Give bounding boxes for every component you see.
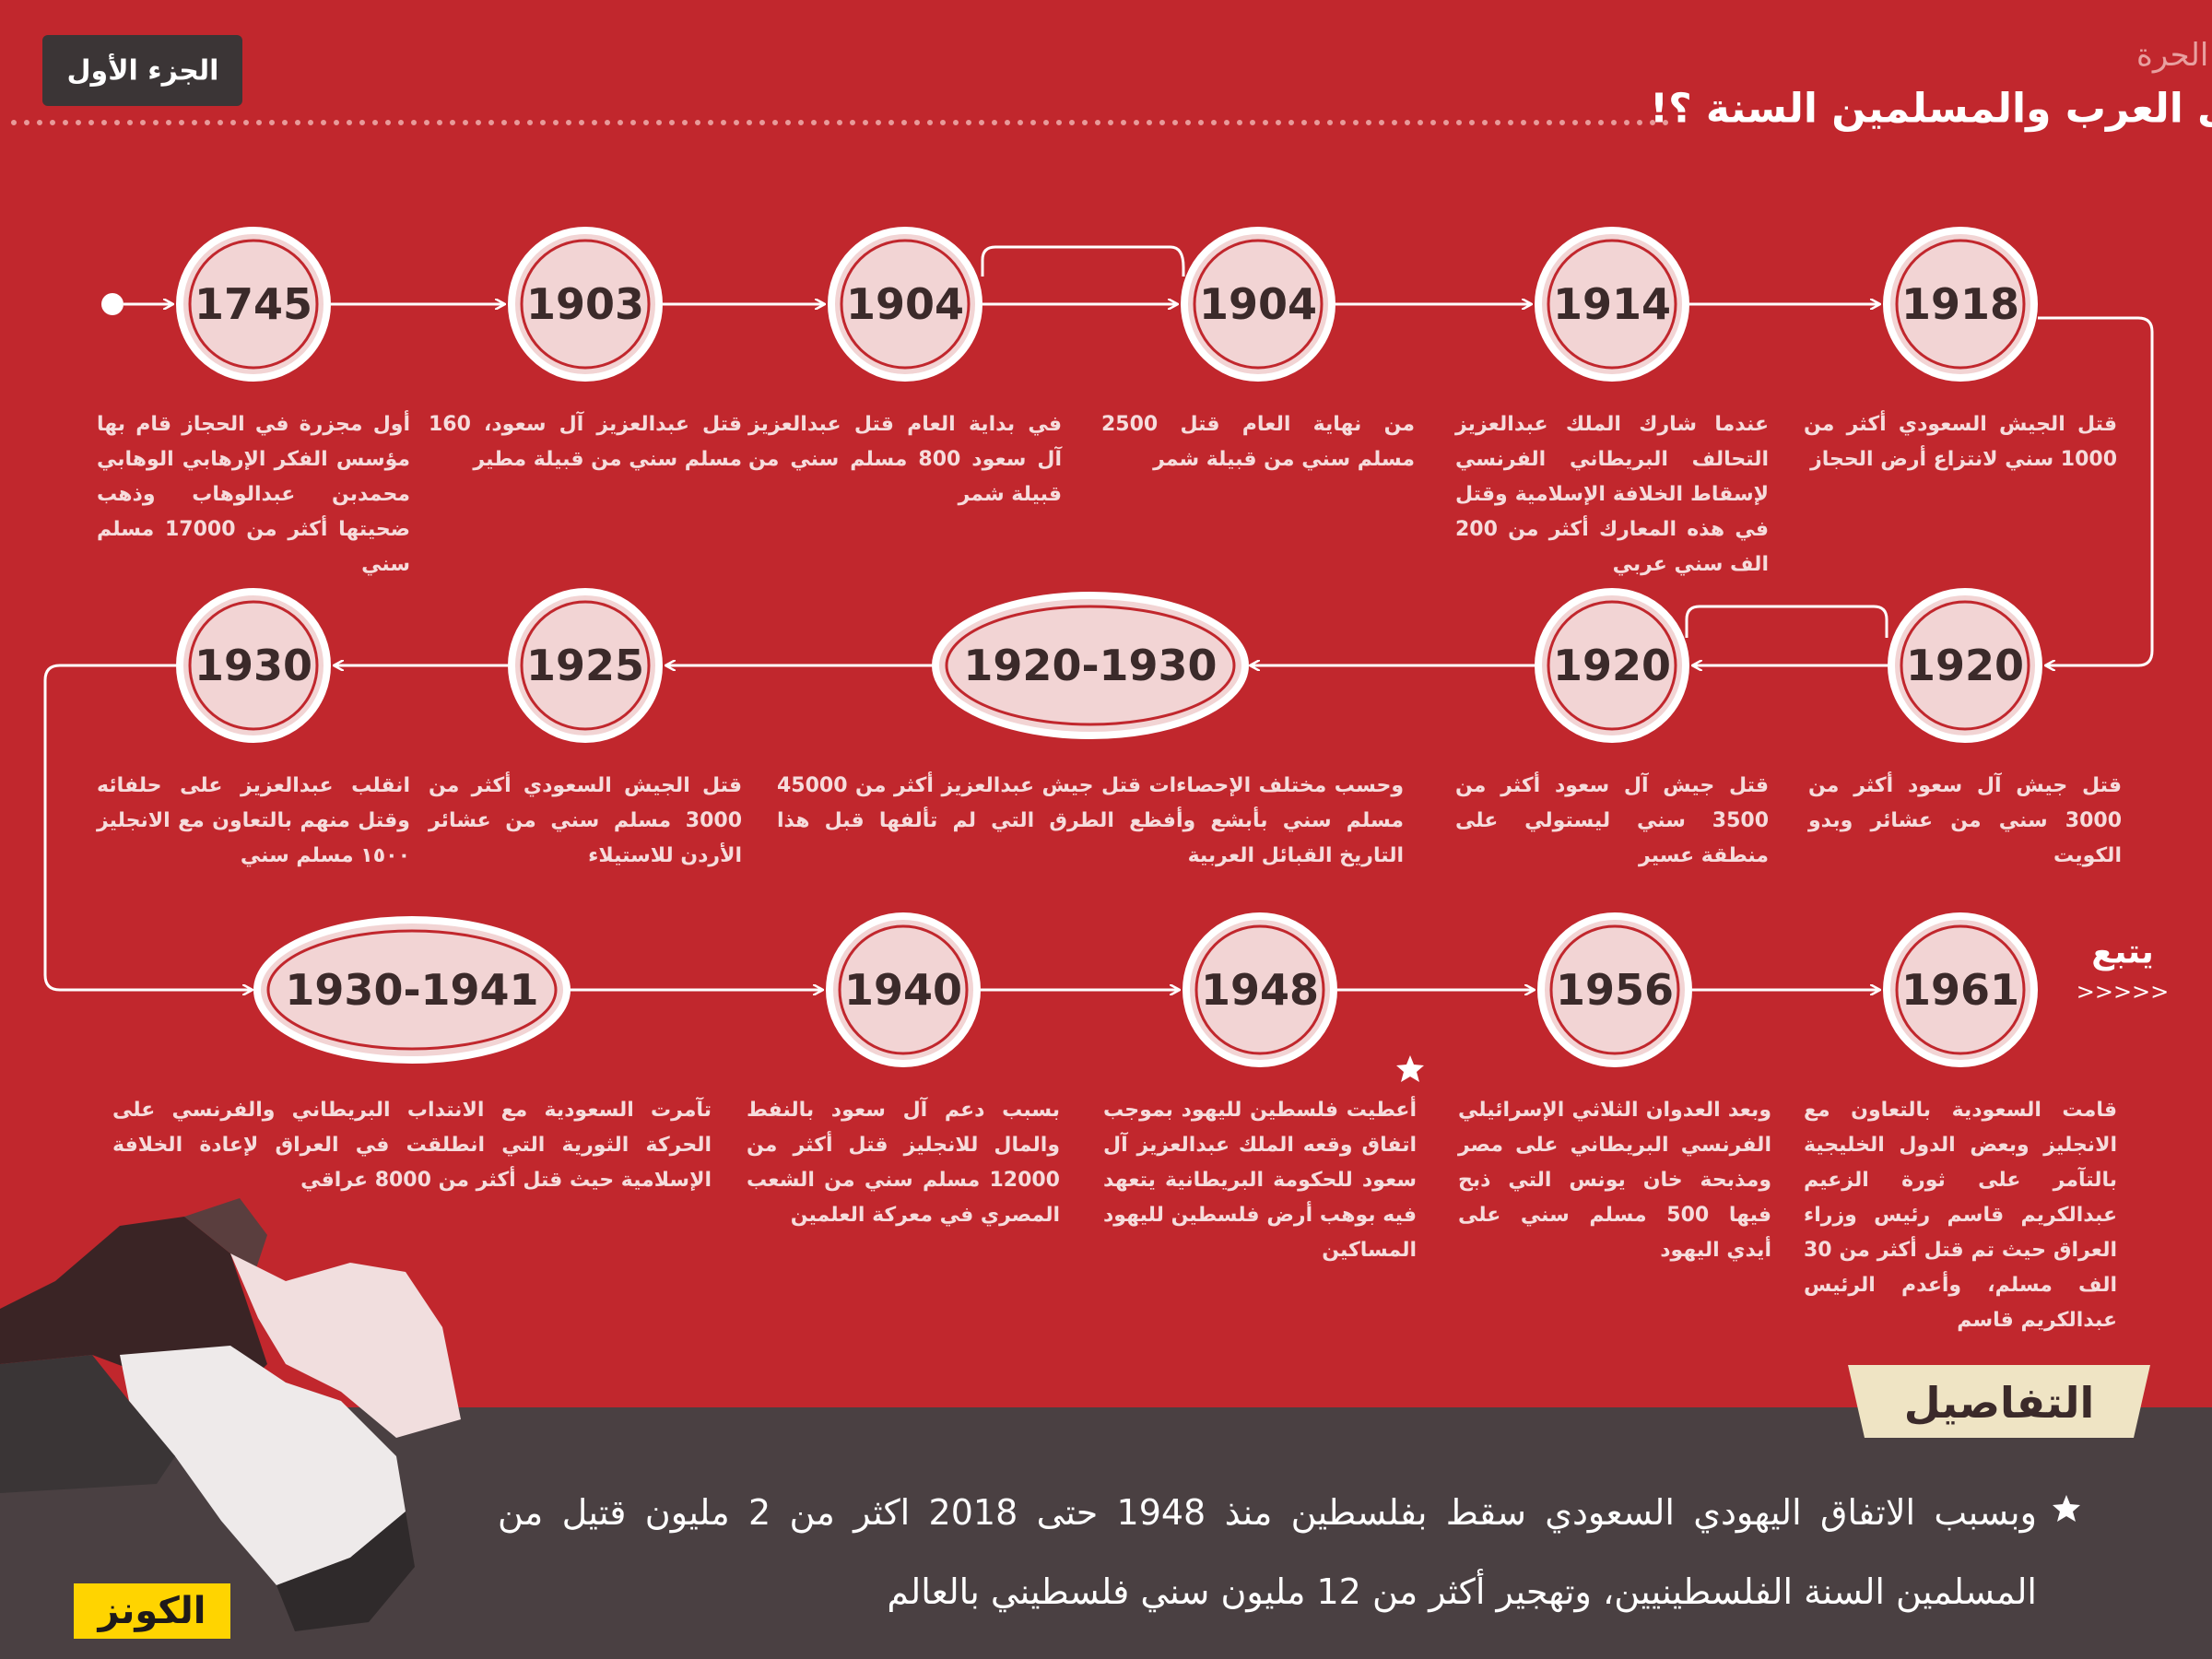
node-year: 1920: [1553, 641, 1671, 690]
node-text: أعطيت فلسطين لليهود بموجب اتفاق وقعه الم…: [1103, 1099, 1417, 1262]
node-year: 1948: [1201, 965, 1319, 1015]
node-ring: [1535, 588, 1689, 743]
title: إيران الخطر الحقيقي على العرب والمسلمين …: [1650, 86, 2212, 133]
node-year: 1956: [1556, 965, 1674, 1015]
node-text: تآمرت السعودية مع الانتداب البريطاني وال…: [112, 1099, 712, 1192]
node-year: 1961: [1901, 965, 2019, 1015]
node-text: في بداية العام قتل عبدالعزيز آل سعود 800…: [748, 413, 1062, 506]
node-ring: [508, 588, 663, 743]
node-inner: [838, 924, 969, 1055]
node-inner: [1900, 600, 2030, 731]
node-year: 1904: [846, 279, 964, 329]
logo-box: [74, 1583, 230, 1639]
node-ring: [1182, 912, 1337, 1067]
start-dot: [101, 293, 124, 315]
part-box: [42, 35, 242, 106]
node-year: 1930: [194, 641, 312, 690]
node-ring: [1537, 912, 1692, 1067]
logo: الكونز: [97, 1590, 206, 1632]
node-year: 1940: [844, 965, 962, 1015]
node-ring: [932, 592, 1249, 739]
node-ring: [176, 588, 331, 743]
connector: [43, 664, 252, 990]
node-text: وحسب مختلف الإحصاءات قتل جيش عبدالعزيز أ…: [777, 774, 1404, 867]
node-text: انقلب عبدالعزيز على حلفائه وقتل منهم بال…: [97, 774, 410, 867]
node-text: عندما شارك الملك عبدالعزيز التحالف البري…: [1455, 413, 1769, 576]
node-text: بسبب دعم آل سعود بالنفط والمال للانجليز …: [747, 1099, 1060, 1227]
node-inner: [1895, 239, 2026, 370]
details-tab: [1848, 1365, 2150, 1438]
continued-arrows: >>>>>: [2077, 979, 2170, 1005]
node-inner: [1193, 239, 1324, 370]
node-ring: [1883, 912, 2038, 1067]
connector: [1685, 605, 1888, 638]
node-ring: [828, 227, 982, 382]
node-year: 1920-1930: [963, 641, 1217, 690]
node-inner: [520, 239, 651, 370]
node-year: 1920: [1906, 641, 2024, 690]
details-note: وبسبب الاتفاق اليهودي السعودي سقط بفلسطي…: [498, 1492, 2037, 1612]
node-text: من نهاية العام قتل 2500 مسلم سني من قبيل…: [1101, 413, 1415, 471]
node-year: 1904: [1199, 279, 1317, 329]
node-inner: [188, 239, 319, 370]
node-inner: [1895, 924, 2026, 1055]
node-ring: [1888, 588, 2042, 743]
node-inner: [520, 600, 651, 731]
continued-label: يتبع: [2091, 934, 2154, 971]
node-inner: [1194, 924, 1325, 1055]
node-inner: [840, 239, 971, 370]
series-label: حقائق مرة للعقول الحرة: [2136, 37, 2212, 74]
node-ring: [1181, 227, 1335, 382]
node-text: وبعد العدوان الثلاثي الإسرائيلي الفرنسي …: [1458, 1099, 1771, 1262]
node-year: 1925: [526, 641, 644, 690]
node-inner: [1547, 600, 1677, 731]
node-inner: [266, 929, 558, 1051]
node-year: 1745: [194, 279, 312, 329]
node-inner: [945, 605, 1236, 726]
node-ring: [508, 227, 663, 382]
connector: [981, 245, 1185, 276]
node-ring: [253, 916, 571, 1064]
star: [2053, 1495, 2080, 1522]
node-text: قتل الجيش السعودي أكثر من 3000 مسلم سني …: [429, 774, 742, 867]
node-year: 1903: [526, 279, 644, 329]
details-label: التفاصيل: [1904, 1378, 2094, 1428]
map: [0, 1198, 461, 1631]
node-inner: [1547, 239, 1677, 370]
node-ring: [1883, 227, 2038, 382]
node-ring: [1535, 227, 1689, 382]
node-text: قامت السعودية بالتعاون مع الانجليز وبعض …: [1804, 1099, 2117, 1332]
node-year: 1930-1941: [285, 965, 538, 1015]
node-text: قتل جيش آل سعود أكثر من 3500 سني ليستولي…: [1455, 774, 1769, 867]
node-text: قتل عبدالعزيز آل سعود، 160 مسلم سني من ق…: [429, 413, 742, 471]
node-year: 1914: [1553, 279, 1671, 329]
node-ring: [176, 227, 331, 382]
node-inner: [1549, 924, 1680, 1055]
node-text: أول مجزرة في الحجاز قام بها مؤسس الفكر ا…: [97, 413, 410, 576]
node-text: قتل الجيش السعودي أكثر من 1000 سني لانتز…: [1804, 413, 2117, 471]
node-text: قتل جيش آل سعود أكثر من 3000 سني من عشائ…: [1808, 774, 2122, 867]
node-inner: [188, 600, 319, 731]
star: [1396, 1055, 1424, 1082]
node-ring: [826, 912, 981, 1067]
connector: [2038, 316, 2154, 665]
part-label: الجزء الأول: [67, 53, 219, 88]
node-year: 1918: [1901, 279, 2019, 329]
